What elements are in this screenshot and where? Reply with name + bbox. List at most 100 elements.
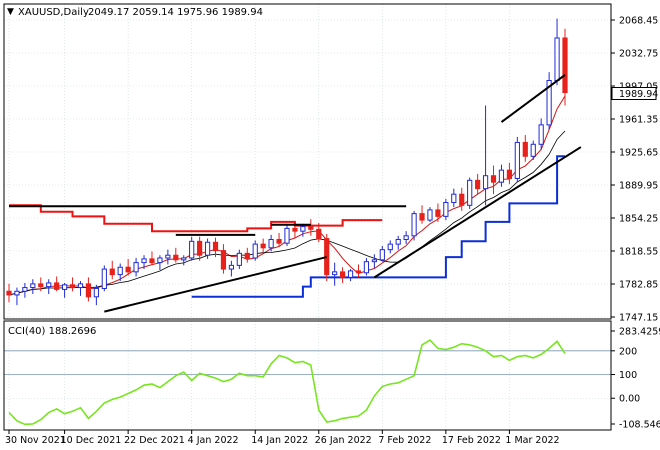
price-axis: 2068.452032.751997.051961.351925.651889.…: [611, 16, 658, 324]
bearish-candle: [69, 277, 76, 292]
candle-body: [189, 240, 195, 259]
bullish-candle: [538, 118, 544, 150]
candle-body: [22, 287, 28, 292]
candle-body: [93, 287, 99, 298]
bearish-candle: [340, 267, 346, 283]
bearish-candle: [149, 251, 155, 266]
bullish-candle: [514, 136, 520, 183]
bullish-candle: [387, 240, 393, 254]
bullish-candle: [46, 279, 52, 295]
bullish-candle: [181, 255, 187, 266]
candle-body: [387, 243, 393, 251]
bullish-candle: [141, 255, 147, 270]
price-tick-label: 1782.85: [619, 280, 658, 291]
bullish-candle: [236, 249, 242, 270]
candle-body: [30, 283, 36, 289]
date-tick-label: 30 Nov 2021: [5, 435, 66, 446]
date-tick-label: 4 Jan 2022: [188, 435, 239, 446]
candle-body: [38, 283, 44, 288]
candle-body: [467, 179, 473, 206]
bullish-candle: [133, 257, 139, 277]
bearish-candle: [355, 264, 362, 278]
bullish-candle: [363, 257, 370, 276]
candle-body: [427, 209, 433, 221]
bearish-candle: [490, 165, 497, 195]
candle-body: [14, 290, 20, 296]
moving-average-slow: [8, 130, 566, 296]
candle-body: [62, 284, 68, 290]
candle-body: [435, 209, 441, 217]
candle-body: [546, 80, 552, 126]
supertrend-blue-line: [191, 155, 565, 298]
bullish-candle: [14, 287, 20, 306]
bullish-candle: [498, 164, 505, 187]
candle-body: [332, 271, 338, 276]
candle-body: [498, 169, 505, 183]
candle-body: [459, 193, 465, 206]
bearish-candle: [38, 277, 44, 292]
bullish-candle: [482, 105, 489, 206]
bullish-candle: [443, 198, 449, 221]
price-tick-label: 1925.65: [619, 148, 658, 159]
bullish-candle: [189, 236, 195, 261]
bullish-candle: [554, 18, 560, 86]
bullish-candle: [165, 249, 171, 265]
candle-body: [252, 243, 258, 259]
symbol-dropdown-icon[interactable]: ▼: [7, 7, 14, 17]
candle-body: [204, 241, 211, 256]
bullish-candle: [411, 210, 417, 241]
candle-body: [276, 238, 282, 244]
candlestick-series: [6, 18, 568, 306]
candle-body: [149, 258, 155, 264]
bullish-candle: [268, 234, 274, 252]
bullish-candle: [252, 240, 258, 261]
candle-body: [77, 283, 84, 289]
cci-tick-label: -108.5462: [619, 420, 660, 431]
candle-body: [284, 227, 290, 244]
bullish-candle: [379, 245, 385, 262]
bearish-candle: [459, 187, 465, 211]
candle-body: [475, 179, 481, 190]
supertrend-red-line: [9, 204, 383, 233]
bullish-candle: [427, 207, 433, 222]
candle-body: [157, 257, 163, 264]
candle-body: [69, 284, 76, 289]
date-tick-label: 17 Feb 2022: [442, 435, 501, 446]
trendlines: [9, 74, 582, 313]
candle-body: [482, 175, 489, 190]
bullish-candle: [117, 263, 123, 282]
candle-body: [85, 283, 92, 298]
date-tick-label: 1 Mar 2022: [505, 435, 559, 446]
candle-body: [212, 241, 219, 252]
bullish-candle: [332, 262, 338, 286]
bearish-candle: [197, 236, 203, 261]
candle-body: [181, 257, 187, 261]
moving-average-fast: [8, 95, 566, 296]
price-tick-label: 1854.25: [619, 214, 658, 225]
bullish-candle: [77, 281, 84, 296]
bearish-candle: [475, 173, 481, 195]
bullish-candle: [284, 223, 290, 246]
bearish-candle: [308, 219, 314, 236]
date-tick-label: 7 Feb 2022: [378, 435, 431, 446]
bullish-candle: [22, 282, 28, 298]
bullish-candle: [101, 265, 107, 292]
candle-body: [133, 262, 139, 273]
candle-body: [522, 141, 528, 157]
candle-body: [165, 254, 171, 259]
candle-body: [141, 258, 147, 264]
candle-body: [300, 226, 306, 232]
bullish-candle: [62, 282, 68, 298]
bearish-candle: [85, 277, 92, 302]
candle-body: [117, 266, 123, 276]
candle-body: [379, 249, 385, 261]
candle-body: [506, 169, 512, 179]
bearish-candle: [562, 28, 568, 106]
bearish-candle: [419, 205, 425, 224]
candle-body: [562, 37, 568, 94]
trendline: [500, 74, 566, 123]
bullish-candle: [228, 260, 235, 277]
candle-body: [395, 238, 401, 245]
price-tick-label: 1747.15: [619, 313, 658, 324]
